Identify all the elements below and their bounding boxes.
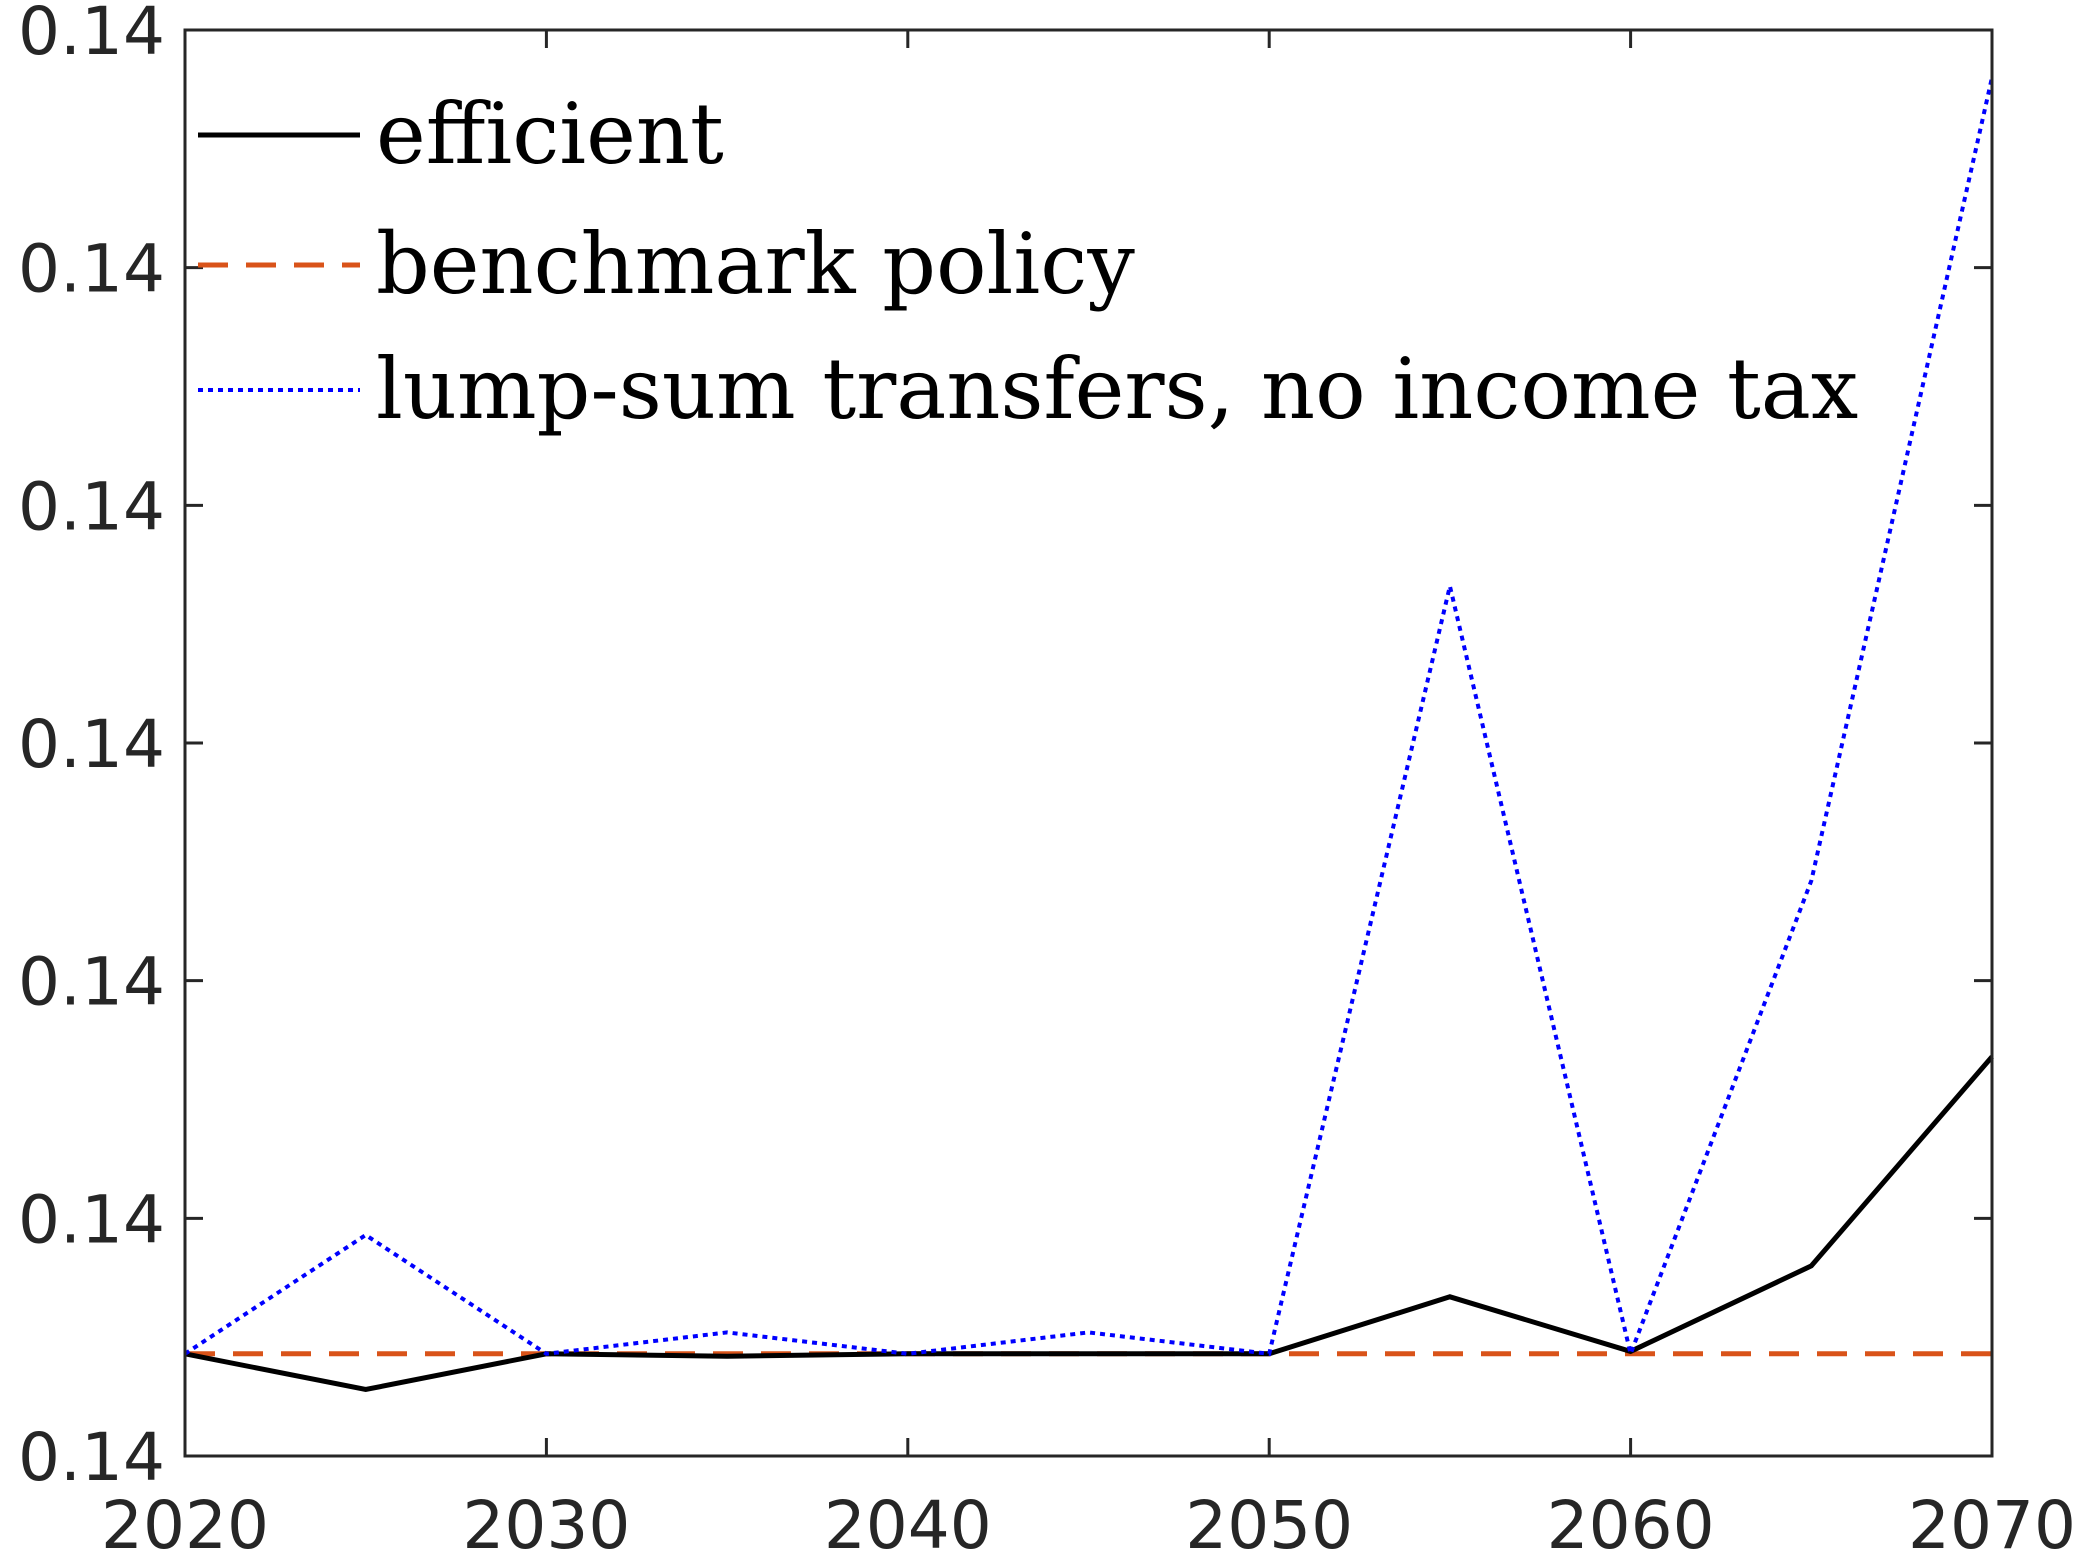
y-tick-label: 0.14 [18, 1419, 165, 1496]
y-tick-label: 0.14 [18, 0, 165, 70]
legend-label: efficient [376, 85, 724, 183]
legend-label: benchmark policy [376, 215, 1135, 313]
x-tick-labels: 2020 2030 2040 2050 2060 2070 [101, 1487, 2076, 1553]
x-tick-label: 2040 [824, 1487, 992, 1553]
x-tick-label: 2060 [1547, 1487, 1715, 1553]
y-tick-label: 0.14 [18, 706, 165, 783]
x-tick-label: 2070 [1908, 1487, 2076, 1553]
y-tick-labels: 0.14 0.14 0.14 0.14 0.14 0.14 0.14 [18, 0, 165, 1496]
y-tick-label: 0.14 [18, 1181, 165, 1258]
y-tick-label: 0.14 [18, 231, 165, 308]
x-tick-label: 2030 [462, 1487, 630, 1553]
plot-area-frame [183, 28, 1994, 1458]
legend-label: lump-sum transfers, no income tax [376, 340, 1858, 438]
y-tick-label: 0.14 [18, 944, 165, 1021]
x-tick-label: 2020 [101, 1487, 269, 1553]
series-line-lump-sum-transfers-no-income-tax [183, 77, 1994, 1361]
y-tick-label: 0.14 [18, 468, 165, 545]
legend: efficient benchmark policy lump-sum transf… [198, 85, 1858, 438]
series-line-efficient [184, 1055, 1994, 1393]
x-tick-label: 2050 [1185, 1487, 1353, 1553]
plot-series [183, 77, 1994, 1393]
